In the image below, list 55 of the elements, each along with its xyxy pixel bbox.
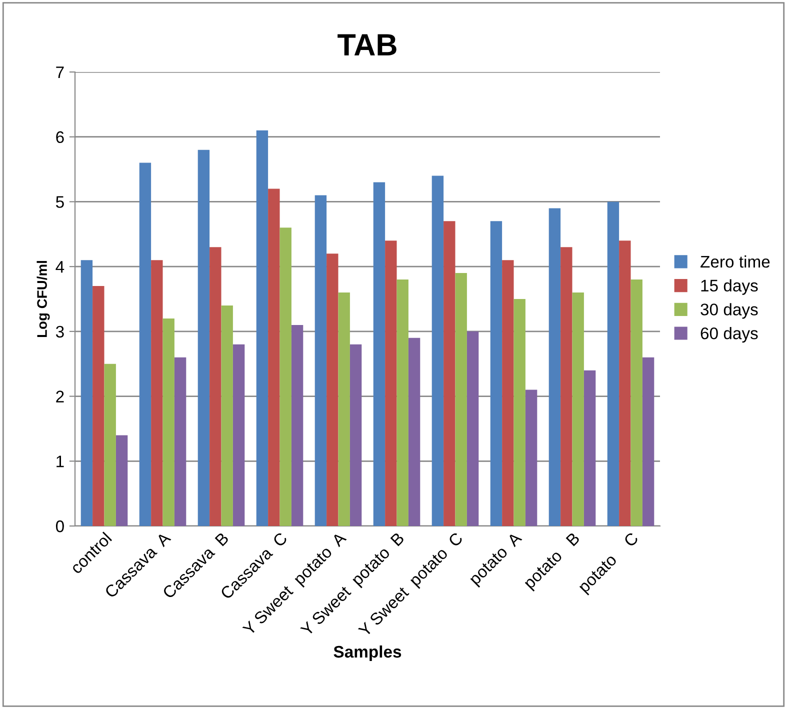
bar	[116, 435, 128, 526]
bar	[291, 324, 304, 526]
bar	[268, 188, 280, 526]
y-axis-title: Log CFU/ml	[36, 261, 50, 338]
bar	[139, 162, 152, 526]
bar	[572, 292, 584, 526]
bar	[502, 260, 514, 526]
bar	[80, 260, 93, 526]
bar	[350, 344, 362, 526]
legend-label: 60 days	[700, 327, 758, 343]
bar	[455, 273, 467, 526]
bar	[338, 292, 350, 526]
bar	[210, 247, 222, 526]
y-tick-label: 0	[56, 520, 64, 532]
x-axis-title: Samples	[334, 645, 402, 661]
bar	[92, 286, 104, 526]
bar	[584, 370, 596, 526]
y-tick-label: 6	[56, 131, 64, 144]
bar	[326, 254, 338, 526]
bar	[607, 202, 620, 526]
bar	[444, 221, 456, 526]
y-tick-label: 2	[56, 390, 64, 402]
y-tick-label: 7	[56, 66, 64, 78]
bar	[514, 299, 526, 526]
bar	[256, 130, 268, 526]
bar	[548, 208, 561, 526]
y-tick-label: 5	[56, 196, 64, 208]
y-tick-label: 4	[56, 261, 64, 273]
y-tick-label: 1	[56, 456, 64, 468]
bar	[432, 176, 444, 526]
bar	[525, 390, 538, 526]
y-tick-label: 3	[56, 326, 64, 338]
bar	[560, 247, 572, 526]
bar	[466, 331, 479, 526]
legend-label: 15 days	[701, 279, 758, 295]
bar	[104, 364, 116, 526]
bar	[151, 260, 163, 526]
legend-label: Zero time	[700, 255, 770, 268]
bar	[385, 240, 397, 526]
bar	[280, 228, 292, 526]
chart-title: TAB	[338, 34, 396, 56]
bar	[221, 305, 233, 526]
bar	[630, 280, 642, 526]
bar	[642, 357, 654, 526]
bar	[408, 338, 420, 526]
bar	[198, 150, 210, 526]
bar	[162, 318, 174, 526]
bar	[314, 195, 327, 526]
legend-label: 30 days	[700, 303, 758, 319]
bar	[373, 182, 386, 526]
bar	[619, 240, 631, 526]
bar	[174, 357, 186, 526]
bar	[396, 280, 408, 526]
bar	[232, 344, 245, 526]
bar	[490, 221, 502, 526]
